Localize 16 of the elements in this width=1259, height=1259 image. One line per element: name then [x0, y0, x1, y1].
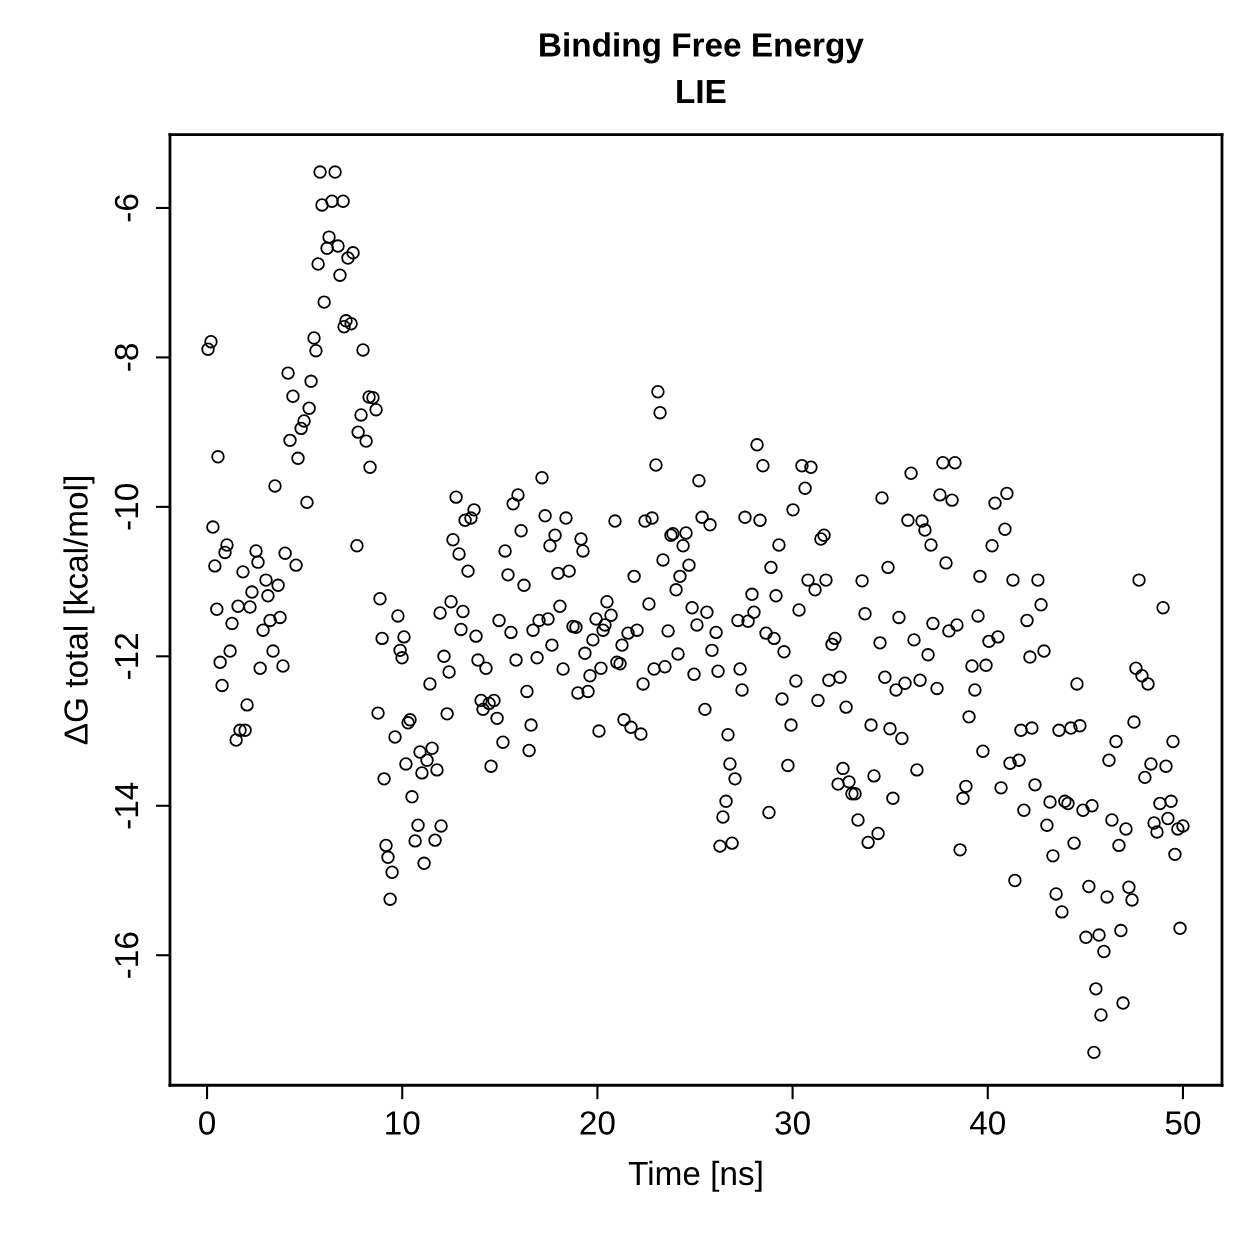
y-tick-label: -10 [114, 484, 139, 530]
y-axis-title: ΔG total [kcal/mol] [63, 477, 95, 745]
y-tick-label: -8 [114, 344, 139, 371]
y-tick-label: -16 [114, 932, 139, 978]
x-tick-label: 20 [580, 1111, 615, 1135]
y-tick-label: -12 [114, 633, 139, 679]
y-tick-label: -6 [114, 194, 139, 222]
x-tick-label: 50 [1165, 1111, 1201, 1135]
x-tick-label: 30 [775, 1111, 810, 1135]
x-tick-label: 40 [970, 1111, 1006, 1135]
chart-title: Binding Free Energy [540, 32, 864, 64]
x-tick-label: 0 [199, 1111, 216, 1135]
x-tick-label: 10 [386, 1111, 420, 1135]
y-tick-label: -14 [115, 782, 139, 829]
x-axis-title: Time [ns] [628, 1160, 762, 1192]
chart-subtitle: LIE [677, 80, 726, 104]
